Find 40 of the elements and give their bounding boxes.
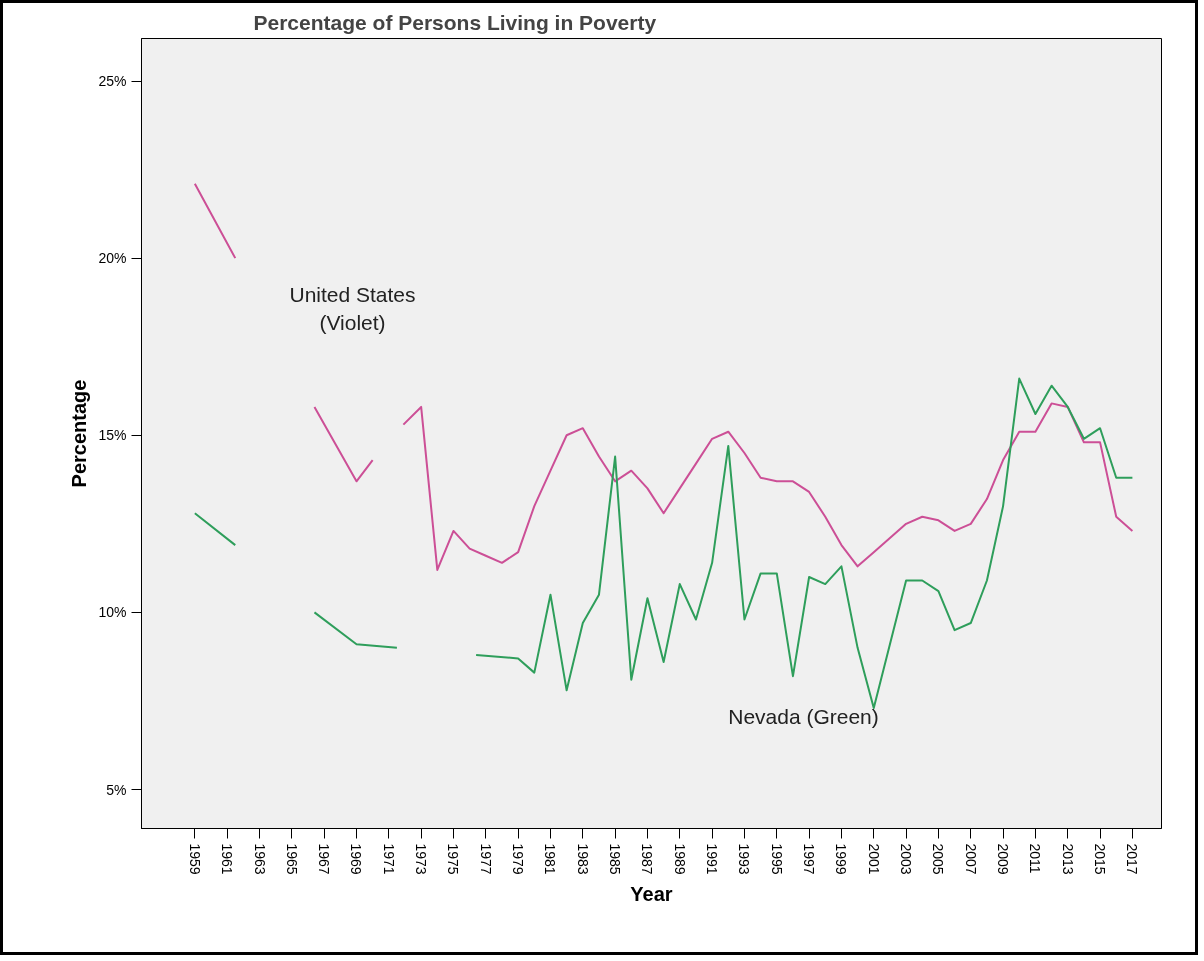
x-tick-label: 1975 — [445, 843, 462, 875]
x-tick-label: 2011 — [1027, 843, 1044, 874]
y-tick-label: 25% — [98, 73, 127, 90]
x-tick-label: 1997 — [801, 843, 818, 875]
x-tick-label: 1959 — [186, 843, 203, 875]
x-tick-label: 1989 — [671, 843, 688, 875]
x-tick-label: 1979 — [510, 843, 527, 875]
y-tick-label: 20% — [98, 250, 127, 267]
x-tick-label: 1985 — [607, 843, 624, 875]
x-tick-label: 1961 — [219, 843, 236, 875]
x-tick-label: 1995 — [768, 843, 785, 875]
x-tick-label: 1999 — [833, 843, 850, 875]
y-tick-label: 10% — [98, 604, 127, 621]
chart-title: Percentage of Persons Living in Poverty — [253, 10, 657, 34]
x-tick-label: 1991 — [704, 843, 721, 875]
x-tick-label: 2009 — [995, 843, 1012, 875]
x-tick-label: 2017 — [1124, 843, 1141, 875]
y-tick-label: 15% — [98, 427, 127, 444]
x-tick-label: 2001 — [865, 843, 882, 875]
y-tick-label: 5% — [106, 781, 127, 798]
annotation: Nevada (Green) — [728, 705, 879, 728]
y-axis-title: Percentage — [68, 379, 91, 488]
x-tick-label: 1987 — [639, 843, 656, 875]
x-tick-label: 1973 — [413, 843, 430, 875]
x-tick-label: 2013 — [1059, 843, 1076, 875]
x-tick-label: 1993 — [736, 843, 753, 875]
x-tick-label: 1983 — [574, 843, 591, 875]
x-tick-label: 1963 — [251, 843, 268, 875]
x-axis-title: Year — [630, 882, 673, 905]
x-tick-label: 1969 — [348, 843, 365, 875]
annotation: United States (Violet) — [289, 283, 416, 334]
x-tick-label: 2003 — [898, 843, 915, 875]
x-tick-label: 2005 — [930, 843, 947, 875]
x-tick-label: 1977 — [477, 843, 494, 875]
x-tick-label: 2015 — [1092, 843, 1109, 875]
x-tick-label: 1967 — [316, 843, 333, 875]
x-tick-label: 1965 — [283, 843, 300, 875]
x-tick-label: 1981 — [542, 843, 559, 875]
x-tick-label: 1971 — [380, 843, 397, 875]
x-tick-label: 2007 — [962, 843, 979, 875]
